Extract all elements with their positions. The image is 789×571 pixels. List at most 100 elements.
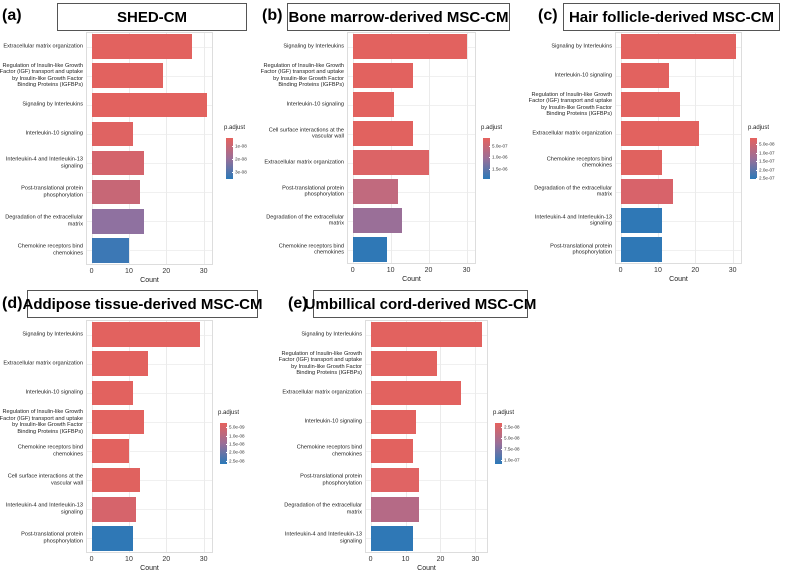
x-tick-label: 10	[654, 267, 662, 274]
row-grid-line	[87, 509, 212, 511]
row-grid-line	[87, 163, 212, 165]
color-bar	[750, 138, 757, 179]
panel-label: (e)	[288, 295, 308, 312]
x-tick-label: 20	[691, 267, 700, 274]
color-bar	[226, 138, 233, 179]
bar	[620, 34, 737, 59]
legend-tick	[501, 459, 503, 461]
bar	[370, 322, 483, 347]
bar	[91, 209, 144, 234]
x-tick-label: 10	[386, 267, 395, 274]
row-grid-line	[87, 363, 212, 365]
bar	[91, 409, 144, 435]
category-label: Chemokine receptors bind chemokines	[17, 444, 83, 458]
grid-line	[475, 321, 477, 552]
category-label: Interleukin-10 signaling	[286, 101, 344, 108]
row-grid-line	[87, 392, 212, 394]
panel-title: Umbillical cord-derived MSC-CM	[305, 290, 536, 318]
category-label: Regulation of Insulin-like Growth Factor…	[260, 62, 344, 89]
legend-tick	[756, 169, 758, 171]
bar	[352, 63, 414, 88]
legend-title: p.adjust	[218, 410, 240, 416]
legend-tick-label: 1.5e-08	[229, 441, 245, 447]
legend-tick	[501, 438, 503, 439]
legend-tick-label: 5.0e-08	[759, 141, 775, 147]
row-grid-line	[348, 191, 475, 193]
bar	[352, 121, 414, 146]
x-tick-label: 30	[728, 267, 737, 274]
category-label: Post-translational protein phosphorylati…	[21, 185, 83, 199]
legend-tick-label: 3e-08	[235, 169, 247, 175]
x-tick-label: 30	[471, 556, 480, 563]
legend-tick	[501, 427, 503, 428]
category-label: Interleukin-10 signaling	[304, 418, 362, 425]
bar	[352, 208, 402, 233]
bar	[91, 526, 133, 551]
category-label: Degradation of the extracellular matrix	[284, 502, 362, 516]
legend-tick	[226, 435, 228, 437]
x-tick-label: 0	[368, 556, 373, 563]
row-grid-line	[87, 250, 212, 252]
legend-tick-label: 1.5e-07	[759, 158, 775, 164]
grid-line	[428, 33, 430, 263]
legend-tick-label: 5.0e-07	[492, 143, 508, 149]
legend-tick-label: 2.5e-08	[504, 424, 520, 430]
category-label: Signaling by Interleukins	[22, 101, 83, 108]
color-bar	[220, 423, 227, 464]
panel-title: SHED-CM	[57, 3, 247, 31]
grid-line	[620, 33, 622, 263]
legend-tick-label: 1e-08	[235, 143, 247, 149]
category-label: Extracellular matrix organization	[3, 360, 83, 367]
row-grid-line	[366, 509, 487, 511]
category-label: Post-translational protein phosphorylati…	[282, 184, 344, 198]
bar	[370, 526, 413, 551]
panel-title: Addipose tissue-derived MSC-CM	[22, 290, 263, 318]
legend-tick-label: 2e-08	[235, 156, 247, 162]
legend-tick-label: 1.0e-07	[504, 457, 520, 463]
legend-tick	[756, 161, 758, 162]
x-tick-label: 0	[618, 267, 623, 274]
row-grid-line	[348, 104, 475, 106]
category-label: Interleukin-10 signaling	[25, 389, 83, 396]
category-label: Degradation of the extracellular matrix	[5, 214, 83, 228]
category-label: Interleukin-10 signaling	[554, 72, 612, 79]
bar	[91, 179, 141, 205]
legend-tick	[756, 152, 758, 154]
x-tick-label: 10	[125, 556, 133, 563]
category-label: Chemokine receptors bind chemokines	[546, 155, 612, 169]
grid-line	[128, 33, 130, 264]
bar	[370, 380, 462, 406]
legend-tick-label: 1.5e-06	[492, 166, 508, 172]
bar	[352, 150, 429, 175]
legend-tick	[226, 427, 228, 428]
row-grid-line	[87, 480, 212, 482]
row-grid-line	[87, 421, 212, 423]
category-label: Signaling by Interleukins	[551, 43, 612, 50]
legend-title: p.adjust	[748, 125, 770, 131]
category-label: Degradation of the extracellular matrix	[534, 184, 612, 198]
legend-title: p.adjust	[481, 125, 503, 131]
grid-line	[657, 33, 659, 263]
bar	[91, 322, 200, 347]
bar	[352, 179, 399, 204]
legend-tick-label: 2.5e-08	[229, 458, 245, 464]
bar	[370, 467, 420, 493]
category-label: Interleukin-10 signaling	[25, 130, 83, 137]
legend-tick	[232, 146, 234, 147]
panel-title: Bone marrow-derived MSC-CM	[287, 3, 510, 31]
category-label: Regulation of Insulin-like Growth Factor…	[0, 408, 83, 435]
x-tick-label: 30	[462, 267, 471, 274]
panel-label: (a)	[2, 7, 22, 24]
bar	[352, 92, 395, 117]
grid-line	[405, 321, 407, 552]
bar	[370, 409, 416, 435]
color-bar	[495, 423, 502, 464]
category-label: Signaling by Interleukins	[283, 43, 344, 50]
category-label: Cell surface interactions at the vascula…	[7, 473, 83, 487]
legend-tick	[501, 448, 503, 450]
x-axis-label: Count	[140, 565, 159, 571]
category-label: Chemokine receptors bind chemokines	[296, 444, 362, 458]
row-grid-line	[366, 480, 487, 482]
grid-line	[166, 33, 168, 264]
x-tick-label: 0	[89, 268, 94, 275]
